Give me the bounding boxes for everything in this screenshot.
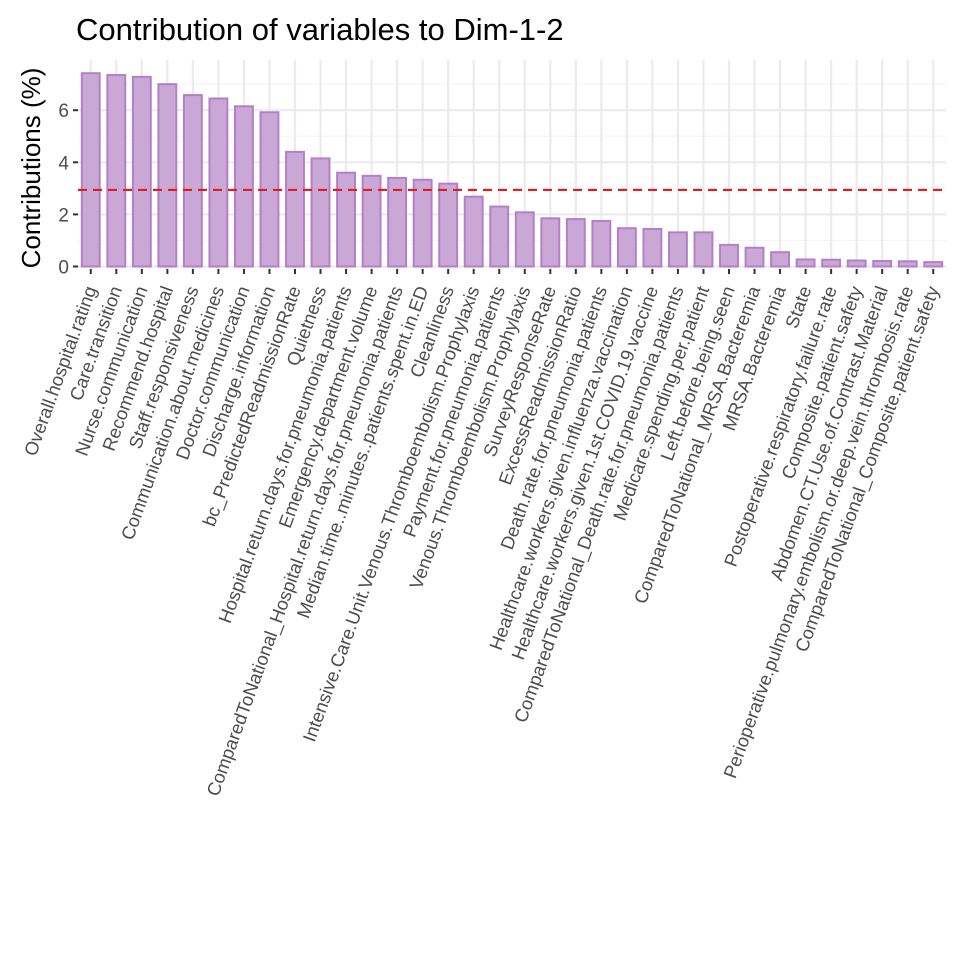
bar — [872, 260, 893, 268]
bar — [821, 258, 842, 268]
y-tick-label: 2 — [58, 205, 69, 226]
bar — [412, 178, 433, 268]
y-tick-label: 6 — [58, 101, 69, 122]
y-tick-label: 0 — [58, 258, 69, 279]
x-axis-ticks: Overall.hospital.ratingCare.transitionNu… — [20, 269, 944, 799]
bar — [897, 260, 918, 268]
bar — [310, 157, 331, 268]
bar — [565, 218, 586, 268]
bar — [489, 205, 510, 268]
bar — [387, 176, 408, 268]
bar — [208, 97, 229, 268]
bars — [80, 72, 944, 268]
bar — [463, 195, 484, 268]
bar — [106, 74, 127, 268]
bar — [846, 259, 867, 268]
bar — [157, 83, 178, 268]
bar — [80, 72, 101, 268]
y-axis-ticks: 0 2 4 6 — [58, 101, 78, 279]
bar — [744, 246, 765, 268]
bar — [719, 243, 739, 268]
bar — [336, 171, 356, 268]
y-tick-label: 4 — [58, 153, 69, 174]
bar — [642, 227, 663, 268]
bar — [770, 251, 790, 268]
y-axis-label: Contributions (%) — [16, 68, 46, 269]
chart-title: Contribution of variables to Dim-1-2 — [76, 12, 564, 47]
bar — [540, 217, 561, 268]
bar — [514, 211, 535, 268]
bar — [693, 231, 714, 268]
plot-panel — [78, 60, 946, 269]
bar — [361, 174, 382, 268]
bar — [234, 105, 254, 268]
bar — [591, 219, 612, 268]
bar — [438, 182, 459, 268]
bar — [616, 227, 637, 268]
bar — [668, 231, 688, 268]
bar — [182, 94, 203, 268]
bar — [131, 75, 152, 268]
bar — [795, 258, 816, 268]
bar — [285, 150, 305, 268]
bar — [923, 261, 944, 268]
